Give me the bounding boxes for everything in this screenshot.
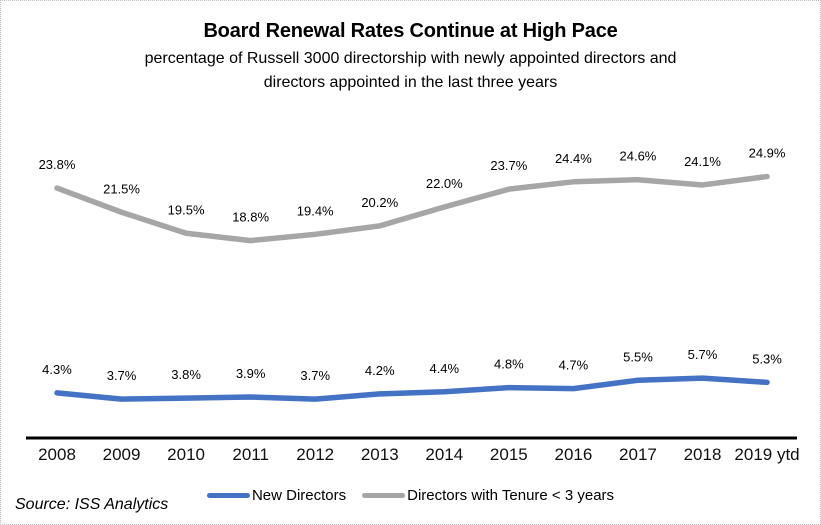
x-axis-label-2018: 2018 xyxy=(684,445,722,464)
data-label-new-directors-2014: 4.4% xyxy=(429,361,459,376)
data-label-new-directors-2009: 3.7% xyxy=(107,368,137,383)
data-label-new-directors-2018: 5.7% xyxy=(688,347,718,362)
data-label-directors-with-tenure-3-years-2010: 19.5% xyxy=(168,202,205,217)
data-label-new-directors-2015: 4.8% xyxy=(494,357,524,372)
data-label-directors-with-tenure-3-years-2016: 24.4% xyxy=(555,151,592,166)
x-axis-label-2014: 2014 xyxy=(425,445,463,464)
data-label-directors-with-tenure-3-years-2008: 23.8% xyxy=(39,157,76,172)
x-axis-label-2011: 2011 xyxy=(232,445,269,464)
data-label-directors-with-tenure-3-years-2015: 23.7% xyxy=(490,158,527,173)
data-label-directors-with-tenure-3-years-2018: 24.1% xyxy=(684,154,721,169)
legend-item-tenure[interactable]: Directors with Tenure < 3 years xyxy=(362,487,614,504)
x-axis-label-2019-ytd: 2019 ytd xyxy=(734,445,799,464)
data-label-new-directors-2010: 3.8% xyxy=(171,367,201,382)
data-label-new-directors-2019-ytd: 5.3% xyxy=(752,351,782,366)
source-note: Source: ISS Analytics xyxy=(15,496,169,513)
series-line-directors-with-tenure-3-years xyxy=(54,173,770,244)
data-label-new-directors-2011: 3.9% xyxy=(236,366,266,381)
data-label-new-directors-2008: 4.3% xyxy=(42,362,72,377)
x-axis-label-2009: 2009 xyxy=(103,445,141,464)
x-axis-label-2016: 2016 xyxy=(554,445,592,464)
series-line-new-directors xyxy=(54,375,770,402)
data-label-new-directors-2013: 4.2% xyxy=(365,363,395,378)
x-axis-label-2010: 2010 xyxy=(167,445,205,464)
data-label-directors-with-tenure-3-years-2014: 22.0% xyxy=(426,176,463,191)
x-axis-label-2008: 2008 xyxy=(38,445,76,464)
data-label-directors-with-tenure-3-years-2013: 20.2% xyxy=(361,195,398,210)
chart-subtitle-line-1: percentage of Russell 3000 directorship … xyxy=(144,50,677,67)
legend-label-new-directors: New Directors xyxy=(251,487,347,504)
chart-subtitle: percentage of Russell 3000 directorship … xyxy=(1,47,820,95)
data-label-directors-with-tenure-3-years-2011: 18.8% xyxy=(232,210,269,225)
data-label-new-directors-2012: 3.7% xyxy=(300,368,330,383)
legend-swatch-tenure xyxy=(362,493,406,498)
x-axis-label-2013: 2013 xyxy=(361,445,399,464)
data-label-new-directors-2016: 4.7% xyxy=(559,358,589,373)
chart-subtitle-line-2: directors appointed in the last three ye… xyxy=(263,74,558,91)
legend-swatch-new-directors xyxy=(206,493,250,498)
legend-label-tenure: Directors with Tenure < 3 years xyxy=(407,487,615,504)
x-axis-label-2017: 2017 xyxy=(619,445,657,464)
data-label-directors-with-tenure-3-years-2019-ytd: 24.9% xyxy=(749,146,786,161)
legend-item-new-directors[interactable]: New Directors xyxy=(206,487,347,504)
legend: New Directors Directors with Tenure < 3 … xyxy=(1,487,820,504)
data-label-directors-with-tenure-3-years-2012: 19.4% xyxy=(297,203,334,218)
data-label-new-directors-2017: 5.5% xyxy=(623,349,653,364)
x-axis-label-2012: 2012 xyxy=(296,445,334,464)
data-label-directors-with-tenure-3-years-2009: 21.5% xyxy=(103,181,140,196)
x-axis-label-2015: 2015 xyxy=(490,445,528,464)
chart-title: Board Renewal Rates Continue at High Pac… xyxy=(203,20,618,42)
data-label-directors-with-tenure-3-years-2017: 24.6% xyxy=(620,149,657,164)
